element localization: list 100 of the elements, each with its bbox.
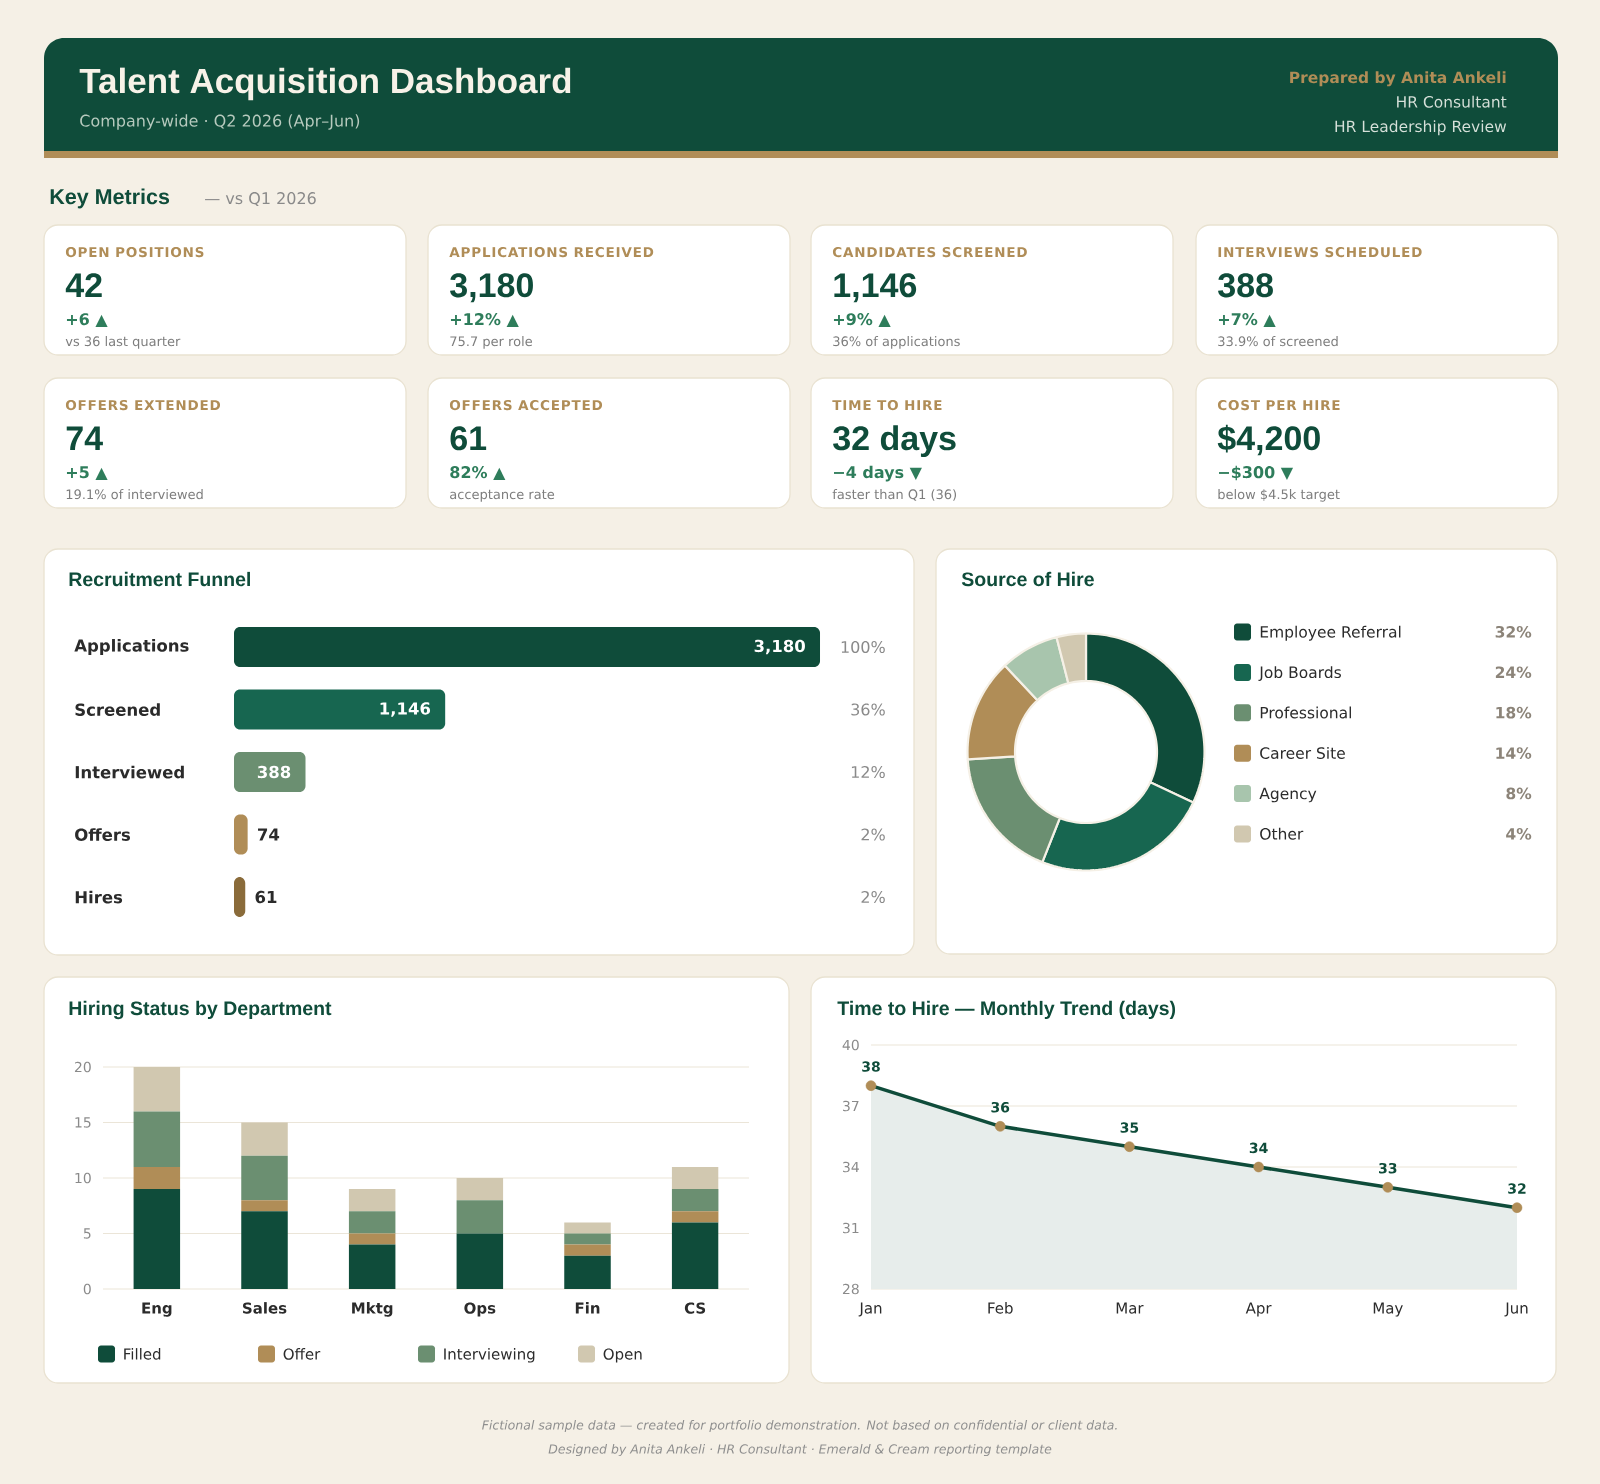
bar: [241, 1200, 288, 1212]
x-tick-label: Jan: [858, 1302, 882, 1317]
text: −4 days ▼: [833, 465, 922, 482]
data-label: 3,180: [754, 639, 805, 655]
text: −$300 ▼: [1218, 465, 1294, 481]
legend-label: Agency: [1259, 787, 1317, 803]
point: [994, 1121, 1006, 1132]
y-tick-label: 34: [842, 1161, 859, 1173]
text: HR Leadership Review: [1335, 120, 1507, 136]
x-tick-label: Ops: [464, 1302, 496, 1317]
y-tick-label: 15: [75, 1117, 91, 1128]
text: OFFERS ACCEPTED: [449, 399, 603, 411]
data-label: 34: [1249, 1142, 1268, 1154]
text: acceptance rate: [450, 489, 555, 502]
data-label: 14%: [1496, 747, 1532, 759]
y-tick-label: 40: [842, 1039, 859, 1051]
text: 82% ▲: [450, 466, 506, 480]
bar: [241, 1211, 288, 1289]
bar: [671, 1211, 719, 1223]
legend-label: Open: [603, 1348, 642, 1363]
bar: [348, 1233, 396, 1245]
y-tick-label: Screened: [75, 703, 160, 716]
bar: [241, 1122, 288, 1156]
data-label: 35: [1120, 1122, 1139, 1133]
text: 36% of applications: [833, 336, 960, 349]
legend-label: Career Site: [1260, 746, 1345, 759]
text: 1,146: [834, 273, 917, 303]
text: TIME TO HIRE: [832, 399, 942, 411]
text: APPLICATIONS RECEIVED: [449, 246, 654, 258]
chart-title: Recruitment Funnel: [69, 571, 250, 587]
text: 12%: [851, 765, 885, 779]
text: 2%: [861, 828, 885, 841]
point: [1511, 1202, 1523, 1213]
bar: [348, 1189, 396, 1212]
y-tick-label: Offers: [75, 828, 131, 841]
point: [1124, 1141, 1135, 1152]
bar: [133, 1111, 181, 1167]
bar: [234, 627, 821, 668]
y-tick-label: 37: [842, 1100, 859, 1112]
bar: [456, 1200, 504, 1234]
x-tick-label: Apr: [1245, 1302, 1272, 1317]
text: faster than Q1 (36): [832, 489, 957, 501]
text: 74: [66, 426, 103, 450]
y-tick-label: 10: [75, 1172, 91, 1184]
text: Company-wide · Q2 2026 (Apr–Jun): [80, 114, 360, 130]
y-tick-label: 28: [842, 1283, 859, 1295]
text: +7% ▲: [1218, 313, 1276, 327]
data-label: 8%: [1506, 787, 1532, 800]
data-label: 1,146: [380, 702, 431, 717]
y-tick-label: Hires: [75, 890, 123, 904]
bar: [456, 1233, 504, 1289]
text: 100%: [841, 640, 885, 654]
x-tick-label: Fin: [575, 1302, 600, 1314]
bar: [671, 1166, 719, 1190]
legend-label: Other: [1260, 827, 1304, 840]
bar: [234, 752, 306, 792]
data-label: 388: [257, 765, 291, 779]
x-tick-label: Feb: [988, 1302, 1013, 1314]
text: 33.9% of screened: [1218, 336, 1338, 347]
text: 2%: [861, 890, 885, 904]
y-tick-label: 5: [83, 1228, 91, 1239]
data-label: 61: [255, 890, 277, 904]
data-label: 38: [862, 1061, 880, 1072]
bar: [133, 1166, 181, 1190]
text: OFFERS EXTENDED: [65, 399, 221, 411]
y-tick-label: 20: [74, 1061, 91, 1073]
text: Fictional sample data — created for portfolio demonstration. Not based on confidential or client data.: [482, 1420, 1117, 1433]
text: INTERVIEWS SCHEDULED: [1218, 246, 1422, 258]
text: 42: [65, 273, 102, 297]
x-tick-label: Mar: [1116, 1302, 1144, 1314]
legend-label: Professional: [1260, 706, 1351, 719]
data-label: 32%: [1495, 626, 1532, 638]
legend-label: Filled: [124, 1348, 161, 1360]
text: CANDIDATES SCREENED: [832, 246, 1027, 258]
text: 36%: [851, 703, 885, 716]
bar: [348, 1211, 396, 1234]
x-tick-label: May: [1373, 1302, 1403, 1317]
data-label: 36: [991, 1101, 1010, 1113]
x-tick-label: CS: [684, 1302, 706, 1314]
text: Designed by Anita Ankeli · HR Consultant · Emerald & Cream reporting template: [548, 1444, 1052, 1457]
text: OPEN POSITIONS: [65, 246, 204, 258]
bar: [564, 1233, 611, 1245]
text: 32 days: [833, 425, 956, 458]
data-label: 18%: [1496, 706, 1532, 719]
bar: [456, 1178, 504, 1201]
x-tick-label: Mktg: [352, 1302, 393, 1317]
y-tick-label: 31: [842, 1222, 859, 1234]
text: $4,200: [1217, 424, 1320, 456]
text: 19.1% of interviewed: [66, 489, 203, 500]
text: +9% ▲: [833, 313, 891, 327]
text: Key Metrics: [50, 188, 170, 209]
y-tick-label: 0: [83, 1283, 91, 1295]
text: +12% ▲: [450, 313, 519, 327]
y-tick-label: Interviewed: [75, 765, 184, 779]
text: +6 ▲: [66, 313, 108, 327]
legend-label: Employee Referral: [1260, 625, 1401, 641]
point: [865, 1080, 877, 1091]
y-tick-label: Applications: [74, 639, 189, 655]
text: below $4.5k target: [1218, 489, 1340, 502]
text: vs 36 last quarter: [65, 336, 181, 349]
